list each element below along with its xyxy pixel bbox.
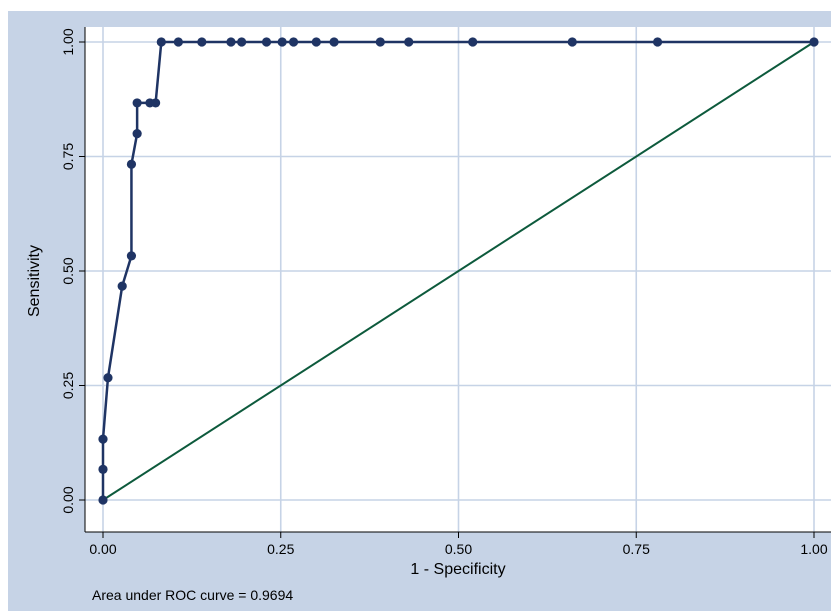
roc-point [809,37,819,47]
y-tick-label: 1.00 [60,28,76,55]
chart-figure: 0.00 0.25 0.50 0.75 1.00 0.00 0.25 0.50 0.75 1.00… [8,11,831,611]
axes [79,27,831,538]
roc-point [567,37,577,47]
x-tick-label: 0.00 [89,541,116,557]
roc-point [98,495,108,505]
x-tick-label: 0.25 [267,541,294,557]
roc-point [404,37,414,47]
roc-point [277,37,287,47]
roc-point [197,37,207,47]
roc-point [126,251,137,261]
roc-point [156,37,166,47]
roc-point [288,37,299,47]
auc-note: Area under ROC curve = 0.9694 [92,587,293,603]
x-tick-label: 1.00 [800,541,827,557]
roc-point [375,37,385,47]
roc-point [261,37,272,47]
x-tick-label: 0.75 [623,541,650,557]
roc-point [151,98,161,108]
roc-point [468,37,478,47]
y-tick-label: 0.75 [60,143,76,170]
roc-point [103,373,113,383]
roc-point [226,37,236,47]
reference-line [102,41,815,501]
roc-point [173,37,183,47]
roc-point [132,129,142,139]
series-layer [98,37,819,505]
roc-point [117,281,127,291]
y-axis-title: Sensitivity [26,245,43,317]
roc-point [311,37,321,47]
roc-point [98,434,108,444]
roc-point [132,98,142,108]
roc-point [652,37,663,47]
roc-chart: 0.00 0.25 0.50 0.75 1.00 0.00 0.25 0.50 0.75 1.00… [26,27,831,603]
roc-point [126,159,137,169]
roc-point [237,37,247,47]
y-tick-label: 0.00 [60,486,76,513]
x-axis-title: 1 - Specificity [410,561,505,578]
y-tick-label: 0.25 [60,372,76,399]
y-tick-label: 0.50 [60,257,76,284]
tick-labels: 0.00 0.25 0.50 0.75 1.00 0.00 0.25 0.50 0.75 1.00 [60,28,828,557]
roc-point [329,37,339,47]
x-tick-label: 0.50 [445,541,472,557]
roc-point [98,464,108,474]
